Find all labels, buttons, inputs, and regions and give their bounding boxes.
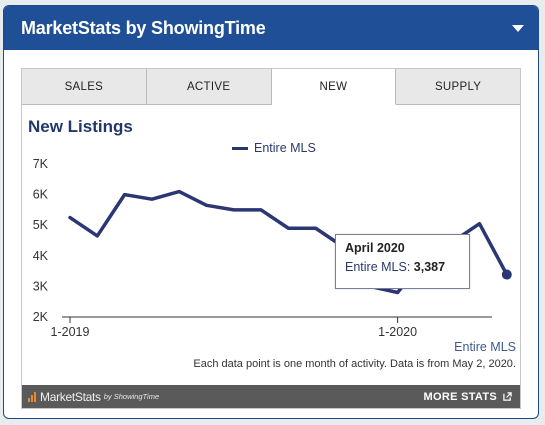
tooltip-title: April 2020 xyxy=(345,241,405,255)
tab-sales[interactable]: SALES xyxy=(22,69,147,105)
tooltip-value: 3,387 xyxy=(413,260,446,274)
y-tick-label: 2K xyxy=(33,310,49,324)
external-link-icon xyxy=(503,392,512,401)
series-caption: Entire MLS xyxy=(454,340,516,354)
marketstats-card: MarketStats by ShowingTime SALES ACTIVE … xyxy=(3,5,539,419)
brand-name: MarketStats xyxy=(40,389,101,404)
tooltip-row: Entire MLS: 3,387 xyxy=(345,260,469,274)
brand-by: by ShowingTime xyxy=(103,392,160,401)
tab-new[interactable]: NEW xyxy=(271,69,397,105)
y-tick-label: 3K xyxy=(33,279,49,293)
x-tick-label: 1-2020 xyxy=(378,325,417,339)
tab-supply[interactable]: SUPPLY xyxy=(396,69,520,105)
legend-label: Entire MLS xyxy=(254,141,316,155)
chart-legend[interactable]: Entire MLS xyxy=(232,141,316,155)
tab-bar: SALES ACTIVE NEW SUPPLY xyxy=(22,69,520,105)
y-tick-label: 7K xyxy=(33,157,49,171)
y-tick-label: 4K xyxy=(33,249,49,263)
card-header: MarketStats by ShowingTime xyxy=(4,6,538,50)
data-tooltip: April 2020 Entire MLS: 3,387 xyxy=(335,234,470,289)
y-tick-label: 5K xyxy=(33,218,49,232)
brand-logo: MarketStats by ShowingTime xyxy=(28,390,159,404)
more-stats-link[interactable]: MORE STATS xyxy=(424,391,512,403)
footnote: Each data point is one month of activity… xyxy=(193,358,516,370)
tab-active[interactable]: ACTIVE xyxy=(146,69,272,105)
data-point-highlight xyxy=(501,269,512,280)
legend-swatch xyxy=(232,146,248,150)
card-title: MarketStats by ShowingTime xyxy=(21,17,266,38)
chart-title: New Listings xyxy=(28,117,133,136)
y-tick-label: 6K xyxy=(33,188,49,202)
footer-bar: MarketStats by ShowingTime MORE STATS xyxy=(22,385,520,408)
collapse-caret-icon[interactable] xyxy=(512,24,524,32)
more-stats-label: MORE STATS xyxy=(423,390,497,403)
bar-chart-icon xyxy=(28,391,37,402)
stats-widget: SALES ACTIVE NEW SUPPLY 2K 3K 4K 5K 6K 7K 1-20… xyxy=(21,68,521,409)
tooltip-series-label: Entire MLS: xyxy=(345,260,411,274)
x-tick-label: 1-2019 xyxy=(51,325,90,339)
